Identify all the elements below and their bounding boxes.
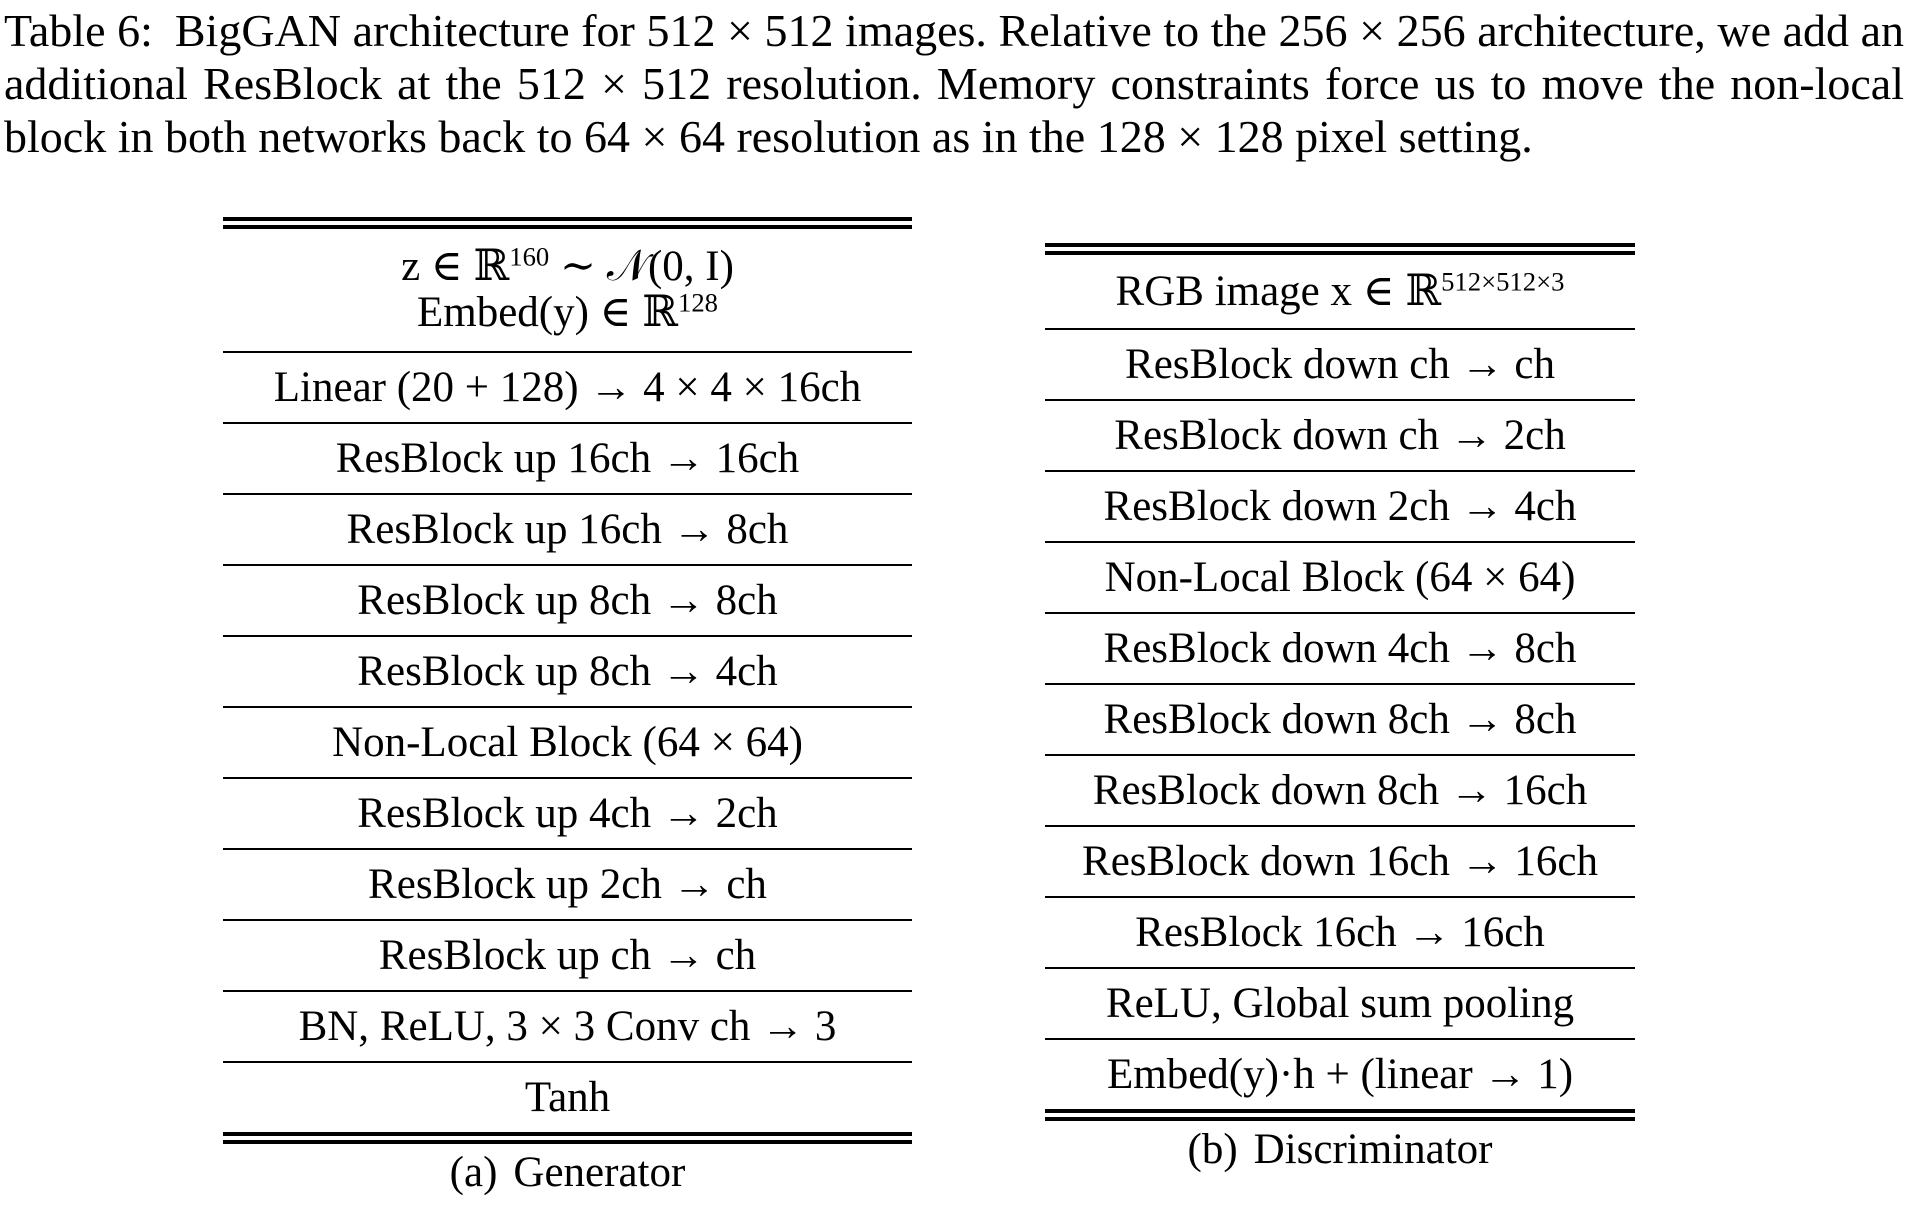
table-row: Linear (20 + 128) → 4 × 4 × 16ch [273,363,862,411]
table-row: ResBlock down 16ch → 16ch [1082,837,1598,885]
table-row: ResBlock down ch → 2ch [1114,411,1566,459]
table-row: ResBlock down 8ch → 8ch [1103,695,1577,743]
row-rule [223,990,912,992]
table-row: ResBlock up 8ch → 4ch [357,647,778,695]
row-rule [223,1061,912,1063]
table-row: ResBlock up 2ch → ch [368,860,767,908]
table-caption: Table 6: BigGAN architecture for 512 × 51… [4,4,1904,163]
table-row: Tanh [524,1073,611,1121]
row-rule [1045,683,1635,685]
table-row: ResBlock up 4ch → 2ch [357,789,778,837]
table-row: ResBlock up 16ch → 16ch [335,434,800,482]
table-row: ResBlock down ch → ch [1125,340,1555,388]
row-rule [1045,399,1635,401]
row-rule [223,564,912,566]
table-row: Non-Local Block (64 × 64) [1104,553,1576,601]
row-rule [223,777,912,779]
table-row: ResBlock up 8ch → 8ch [357,576,778,624]
row-rule [223,422,912,424]
table-row: ResBlock 16ch → 16ch [1135,908,1545,956]
row-rule [223,493,912,495]
row-rule [1045,754,1635,756]
generator-input-cell: z ∈ ℝ160 ∼ 𝒩(0, I) Embed(y) ∈ ℝ128 [223,229,912,351]
row-rule [1045,1038,1635,1040]
generator-caption: (a) Generator [449,1149,686,1196]
table-row: BN, ReLU, 3 × 3 Conv ch → 3 [298,1002,837,1050]
row-rule [223,635,912,637]
table-row: ResBlock up ch → ch [378,931,757,979]
row-rule [223,919,912,921]
table-label: Table 6: [4,5,153,56]
row-rule [1045,896,1635,898]
table-row: ReLU, Global sum pooling [1105,979,1575,1027]
row-rule [223,706,912,708]
generator-table: z ∈ ℝ160 ∼ 𝒩(0, I) Embed(y) ∈ ℝ128 Linea… [223,217,912,1197]
row-rule [1045,825,1635,827]
caption-text: BigGAN architecture for 512 × 512 images… [4,5,1904,162]
row-rule [223,351,912,353]
table-row: Embed(y)·h + (linear → 1) [1106,1050,1574,1098]
row-rule [1045,541,1635,543]
row-rule [1045,328,1635,330]
generator-embed-line: Embed(y) ∈ ℝ128 [417,287,718,336]
table-row: ResBlock up 16ch → 8ch [346,505,789,553]
table-row: ResBlock down 2ch → 4ch [1103,482,1577,530]
generator-noise-line: z ∈ ℝ160 ∼ 𝒩(0, I) [401,241,734,290]
row-rule [1045,470,1635,472]
table-row: ResBlock down 4ch → 8ch [1103,624,1577,672]
discriminator-caption: (b) Discriminator [1187,1126,1493,1173]
discriminator-table: RGB image x ∈ ℝ512×512×3 ResBlock down c… [1045,243,1635,1174]
row-rule [1045,967,1635,969]
row-rule [1045,612,1635,614]
bottom-rule [1045,1109,1635,1121]
table-row: Non-Local Block (64 × 64) [332,718,803,766]
top-rule [1045,243,1635,255]
table-row: ResBlock down 8ch → 16ch [1092,766,1588,814]
top-rule [223,217,912,229]
row-rule [223,848,912,850]
discriminator-input-cell: RGB image x ∈ ℝ512×512×3 [1115,265,1565,315]
bottom-rule [223,1132,912,1144]
